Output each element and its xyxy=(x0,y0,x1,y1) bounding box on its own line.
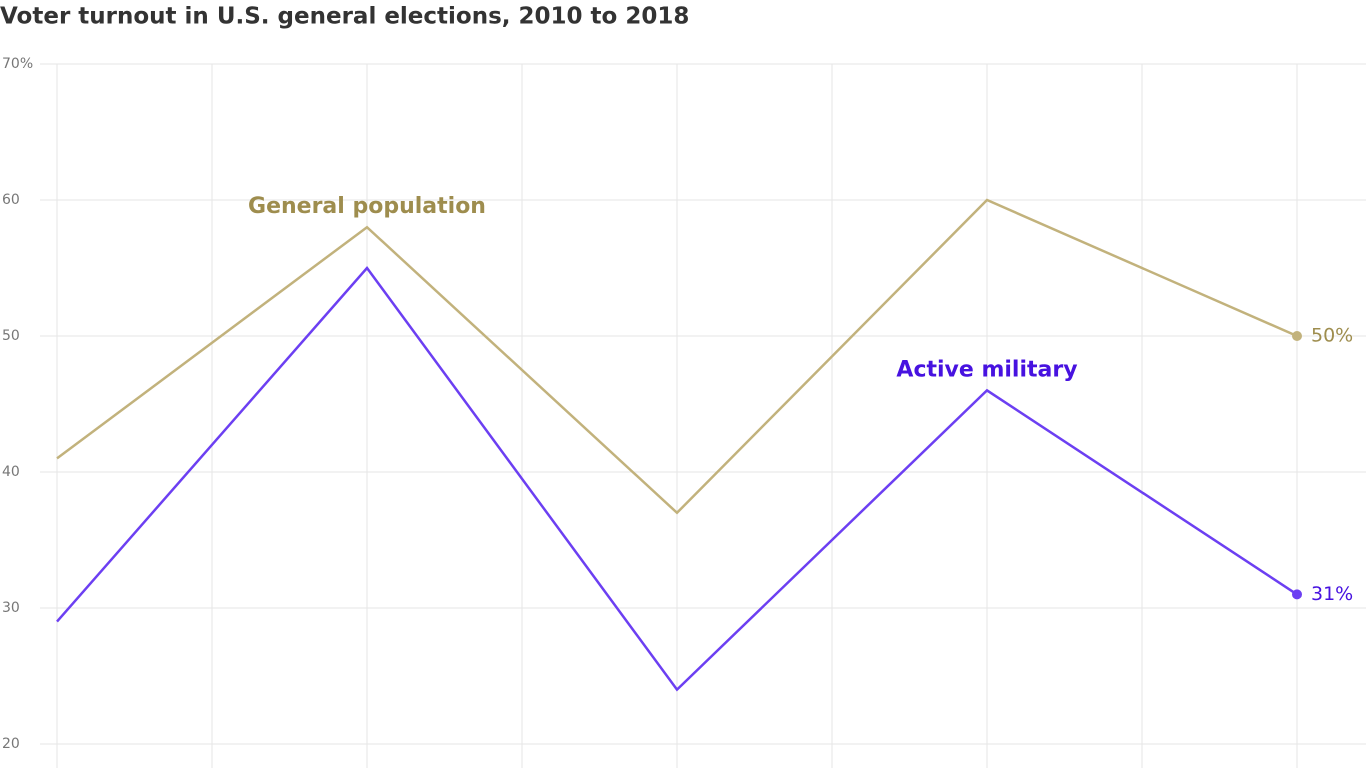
y-tick-label: 60 xyxy=(2,192,20,208)
value-label: 31% xyxy=(1311,583,1353,605)
y-tick-label: 70% xyxy=(2,56,33,72)
series-line xyxy=(56,198,1298,515)
end-dot xyxy=(1292,589,1302,600)
series-label: General population xyxy=(248,194,486,219)
y-tick-label: 50 xyxy=(2,328,20,344)
y-tick-label: 30 xyxy=(2,600,20,616)
y-tick-label: 20 xyxy=(2,736,20,752)
series-label: Active military xyxy=(896,357,1077,382)
series-line xyxy=(56,266,1298,692)
end-dot xyxy=(1292,331,1302,341)
y-tick-label: 40 xyxy=(2,464,20,480)
value-label: 50% xyxy=(1311,325,1353,347)
chart-title: Voter turnout in U.S. general elections,… xyxy=(0,4,689,30)
